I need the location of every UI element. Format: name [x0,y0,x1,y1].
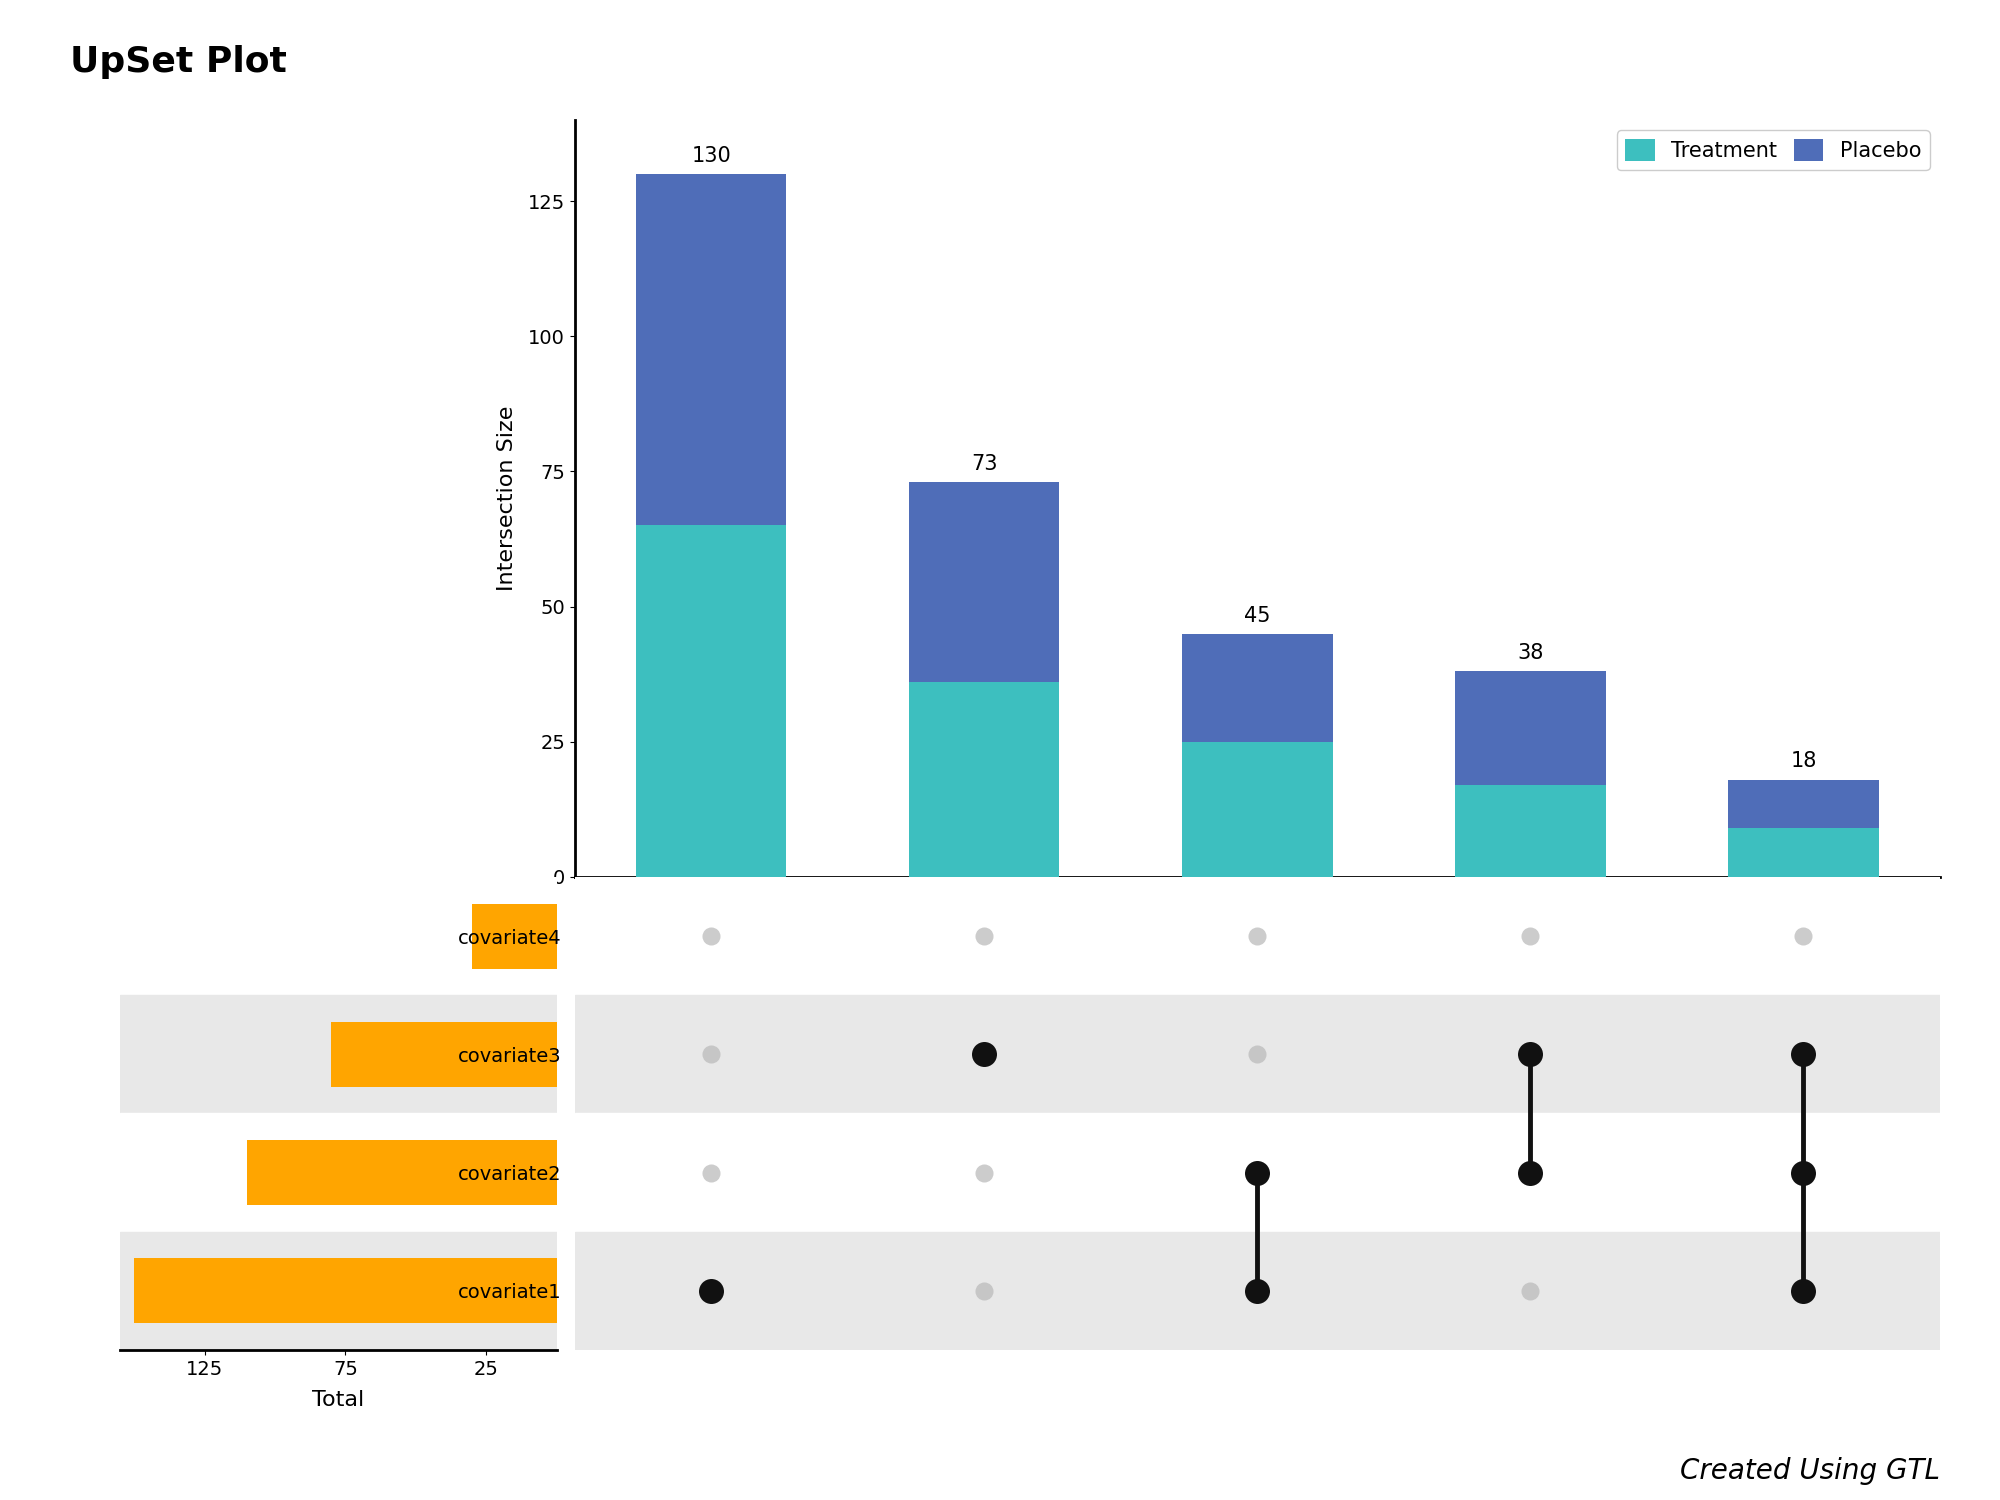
Bar [246,1140,556,1204]
Legend: Treatment, Placebo: Treatment, Placebo [1618,130,1930,170]
Bar [574,878,1940,995]
Bar [1728,780,1878,828]
Bar [332,1022,556,1088]
Bar [1456,672,1606,784]
Text: 130: 130 [692,146,732,166]
Bar [910,682,1060,877]
Bar [120,878,556,995]
Bar [636,525,786,878]
Text: Created Using GTL: Created Using GTL [1680,1456,1940,1485]
Bar [1182,742,1332,878]
Bar [910,482,1060,682]
Bar [574,1113,1940,1232]
Bar [472,903,556,969]
Bar [134,1258,556,1323]
Text: UpSet Plot: UpSet Plot [70,45,286,80]
X-axis label: Total: Total [312,1390,364,1410]
Bar [1728,828,1878,878]
Y-axis label: Intersection Size: Intersection Size [496,406,516,591]
Bar [574,1232,1940,1350]
Bar [574,994,1940,1113]
Bar [120,1113,556,1232]
Bar [120,1232,556,1350]
Bar [1182,633,1332,742]
Bar [1456,784,1606,877]
Text: 45: 45 [1244,606,1270,625]
Text: 38: 38 [1518,644,1544,663]
Text: 18: 18 [1790,752,1816,771]
Bar [120,994,556,1113]
Bar [636,174,786,525]
Text: 73: 73 [972,454,998,474]
